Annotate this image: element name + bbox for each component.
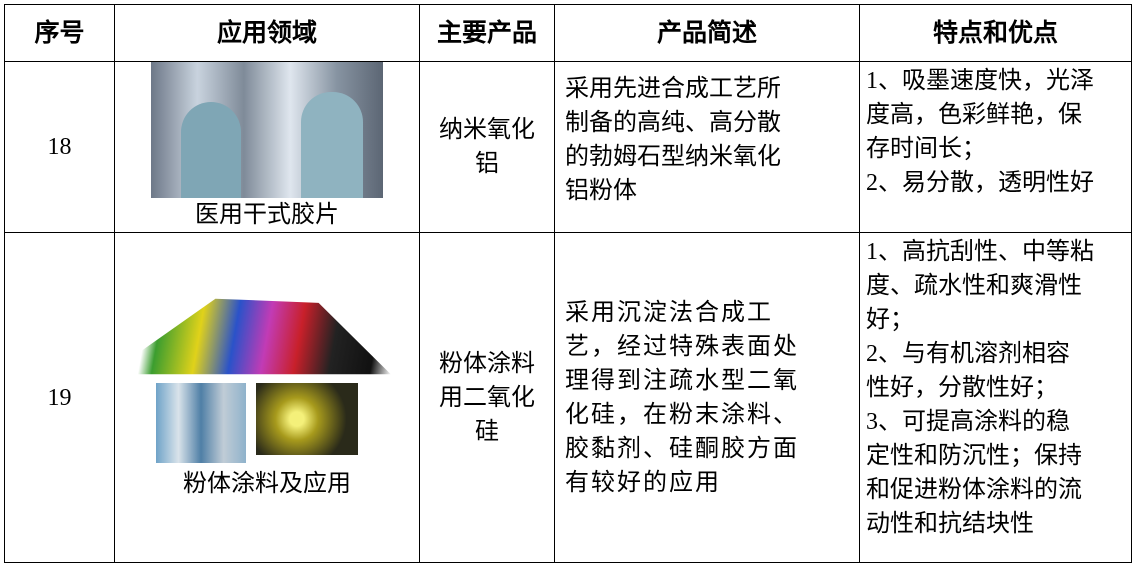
text-line: 度、疏水性和爽滑性 <box>866 273 1082 299</box>
text-line: 1、高抗刮性、中等粘 <box>866 239 1094 265</box>
text-line: 2、与有机溶剂相容 <box>866 341 1070 367</box>
text-line: 铝粉体 <box>565 178 637 204</box>
text-line: 度高，色彩鲜艳，保 <box>866 102 1082 128</box>
photo-doctor <box>301 92 363 198</box>
text-line: 1、吸墨速度快，光泽 <box>866 68 1094 94</box>
photo-profiles <box>156 382 246 463</box>
text-line: 3、可提高涂料的稳 <box>866 409 1070 435</box>
text-line: 纳米氧化 <box>439 117 535 143</box>
header-cell: 应用领域 <box>114 4 420 62</box>
text-line: 的勃姆石型纳米氧化 <box>565 144 781 170</box>
description-cell: 采用沉淀法合成工 艺，经过特殊表面处 理得到注疏水型二氧 化硅，在粉末涂料、 胶黏剂、硅… <box>554 232 860 563</box>
table-row: 18 医用干式胶片 纳米氧化铝采用先进合成工艺所 制备的高纯、高分散 的勃姆石型纳米氧化… <box>4 61 1132 233</box>
table-row: 19 粉体涂料及应用 粉体涂料 用二氧化硅采用沉淀法合成工 艺，经过特殊表面处 理得到注疏… <box>4 232 1132 563</box>
domain-cell: 粉体涂料及应用 <box>114 232 420 563</box>
header-cell: 产品简述 <box>554 4 860 62</box>
header-cell: 主要产品 <box>419 4 555 62</box>
product-table: 序号 应用领域 主要产品 产品简述 特点和优点 18 医用干式胶片 纳米氧化铝采用先进合成工… <box>4 4 1132 563</box>
text-line: 理得到注疏水型二氧 <box>565 367 799 394</box>
image-caption: 医用干式胶片 <box>195 202 339 228</box>
photo-xray <box>151 62 383 198</box>
product-cell: 纳米氧化铝 <box>419 61 555 233</box>
text-line: 有较好的应用 <box>565 469 721 496</box>
text-line: 好； <box>866 307 914 333</box>
text-line: 胶黏剂、硅酮胶方面 <box>565 435 799 462</box>
photo-group <box>138 295 396 463</box>
text-line: 采用沉淀法合成工 <box>565 299 773 326</box>
header-row: 序号 应用领域 主要产品 产品简述 特点和优点 <box>4 4 1132 62</box>
header-cell: 序号 <box>4 4 115 62</box>
product-cell: 粉体涂料 用二氧化硅 <box>419 232 555 563</box>
text-line: 2、易分散，透明性好 <box>866 170 1094 196</box>
text-line: 用二氧化 <box>439 384 535 411</box>
text-line: 粉体涂料 <box>439 350 535 377</box>
text-line: 艺，经过特殊表面处 <box>565 333 799 360</box>
number-cell: 19 <box>4 232 115 563</box>
photo-spray <box>256 382 358 455</box>
text-line: 动性和抗结块性 <box>866 511 1034 537</box>
header-cell: 特点和优点 <box>859 4 1132 62</box>
text-line: 定性和防沉性；保持 <box>866 443 1082 469</box>
domain-cell: 医用干式胶片 <box>114 61 420 233</box>
image-caption: 粉体涂料及应用 <box>183 470 351 497</box>
description-cell: 采用先进合成工艺所 制备的高纯、高分散 的勃姆石型纳米氧化 铝粉体 <box>554 61 860 233</box>
text-line: 铝 <box>475 151 499 177</box>
features-cell: 1、高抗刮性、中等粘 度、疏水性和爽滑性 好； 2、与有机溶剂相容 性好，分散性好； 3、… <box>859 232 1132 563</box>
text-line: 化硅，在粉末涂料、 <box>565 401 799 428</box>
text-line: 性好，分散性好； <box>866 375 1058 401</box>
features-cell: 1、吸墨速度快，光泽 度高，色彩鲜艳，保 存时间长； 2、易分散，透明性好 <box>859 61 1132 233</box>
text-line: 和促进粉体涂料的流 <box>866 477 1082 503</box>
photo-doctor <box>181 102 241 198</box>
photo-pigments <box>138 298 391 375</box>
text-line: 制备的高纯、高分散 <box>565 110 781 136</box>
number-cell: 18 <box>4 61 115 233</box>
text-line: 采用先进合成工艺所 <box>565 76 781 102</box>
text-line: 硅 <box>475 418 499 445</box>
text-line: 存时间长； <box>866 136 986 162</box>
